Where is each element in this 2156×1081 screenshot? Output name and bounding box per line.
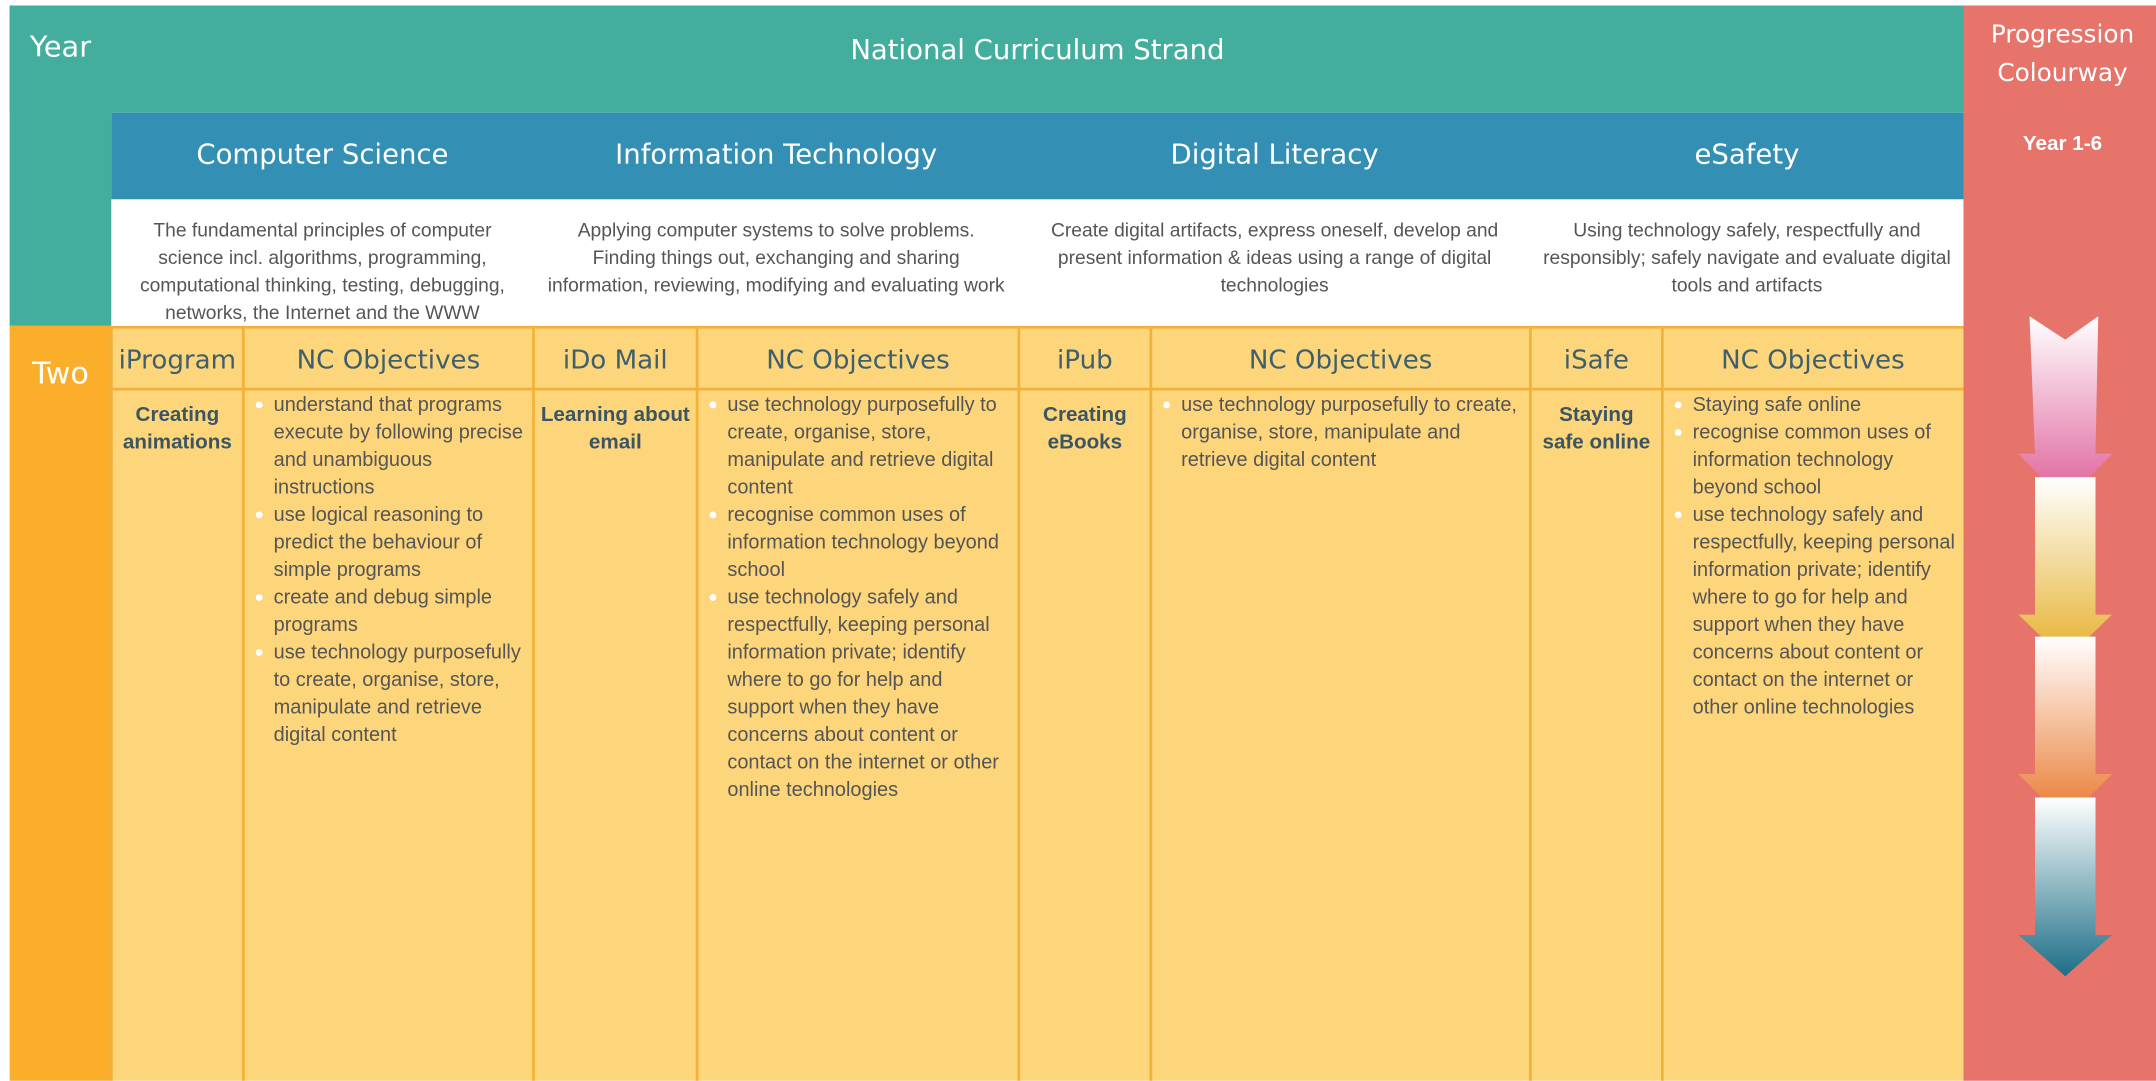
year-row bbox=[111, 325, 1964, 1081]
objectives-list: understand that programs execute by foll… bbox=[243, 386, 528, 749]
progression-title: Progression Colourway bbox=[1990, 20, 2135, 88]
objective: use logical reasoning to predict the beh… bbox=[255, 502, 528, 585]
strand-name: Information Technology bbox=[615, 137, 938, 171]
objective: use technology purposefully to create, o… bbox=[1163, 392, 1525, 475]
strand-name: Digital Literacy bbox=[1170, 137, 1379, 171]
objectives-title: NC Objectives bbox=[1662, 329, 1964, 391]
header-band bbox=[9, 5, 1964, 113]
column-divider bbox=[695, 325, 699, 1081]
strand-name: Computer Science bbox=[196, 137, 449, 171]
objective: recognise common uses of information tec… bbox=[709, 502, 1013, 585]
objectives-list: use technology purposefully to create, o… bbox=[1151, 386, 1525, 474]
objective: create and debug simple programs bbox=[255, 584, 528, 639]
progression-arrows bbox=[2018, 316, 2112, 977]
objective: understand that programs execute by foll… bbox=[255, 392, 528, 502]
objective: use technology safely and respectfully, … bbox=[709, 584, 1013, 804]
objective: Staying safe online bbox=[1674, 392, 1958, 420]
objectives-title: NC Objectives bbox=[243, 329, 534, 391]
unit-name: iProgram bbox=[111, 329, 244, 391]
objectives-list: Staying safe online recognise common uses… bbox=[1662, 386, 1958, 722]
unit-name: iSafe bbox=[1530, 329, 1663, 391]
column-divider bbox=[242, 325, 245, 1081]
unit-name: iPub bbox=[1018, 329, 1151, 391]
year-label: Year bbox=[29, 30, 92, 64]
column-divider bbox=[1149, 325, 1153, 1081]
objectives-title: NC Objectives bbox=[697, 329, 1019, 391]
objectives-title: NC Objectives bbox=[1150, 329, 1531, 391]
objective: use technology purposefully to create, o… bbox=[709, 392, 1013, 502]
column-divider bbox=[1017, 325, 1021, 1081]
year-row-label: Two bbox=[32, 357, 89, 392]
objective: recognise common uses of information tec… bbox=[1674, 419, 1958, 502]
unit-topic: Creating animations bbox=[122, 402, 232, 454]
year-column bbox=[9, 5, 112, 326]
progression-subtitle: Year 1-6 bbox=[2022, 132, 2103, 156]
column-divider bbox=[110, 325, 113, 1081]
unit-topic: Creating eBooks bbox=[1043, 402, 1127, 454]
column-divider bbox=[1661, 325, 1664, 1081]
strand-title: National Curriculum Strand bbox=[850, 33, 1225, 66]
strand-description: Using technology safely, respectfully an… bbox=[1530, 199, 1964, 326]
unit-topic: Learning about email bbox=[540, 402, 690, 454]
year-row-label-cell bbox=[9, 325, 112, 1081]
column-divider bbox=[1529, 325, 1532, 1081]
strand-band bbox=[111, 112, 1964, 200]
objective: use technology safely and respectfully, … bbox=[1674, 502, 1958, 722]
unit-topic: Staying safe online bbox=[1542, 402, 1651, 454]
strand-description: The fundamental principles of computer s… bbox=[111, 199, 534, 326]
objective: use technology purposefully to create, o… bbox=[255, 639, 528, 749]
strand-description: Create digital artifacts, express onesel… bbox=[1018, 199, 1531, 326]
strand-name: eSafety bbox=[1694, 137, 1800, 171]
strand-description: Applying computer systems to solve probl… bbox=[533, 199, 1019, 326]
objectives-list: use technology purposefully to create, o… bbox=[697, 386, 1013, 804]
column-divider bbox=[532, 325, 535, 1081]
unit-name: iDo Mail bbox=[533, 329, 698, 391]
